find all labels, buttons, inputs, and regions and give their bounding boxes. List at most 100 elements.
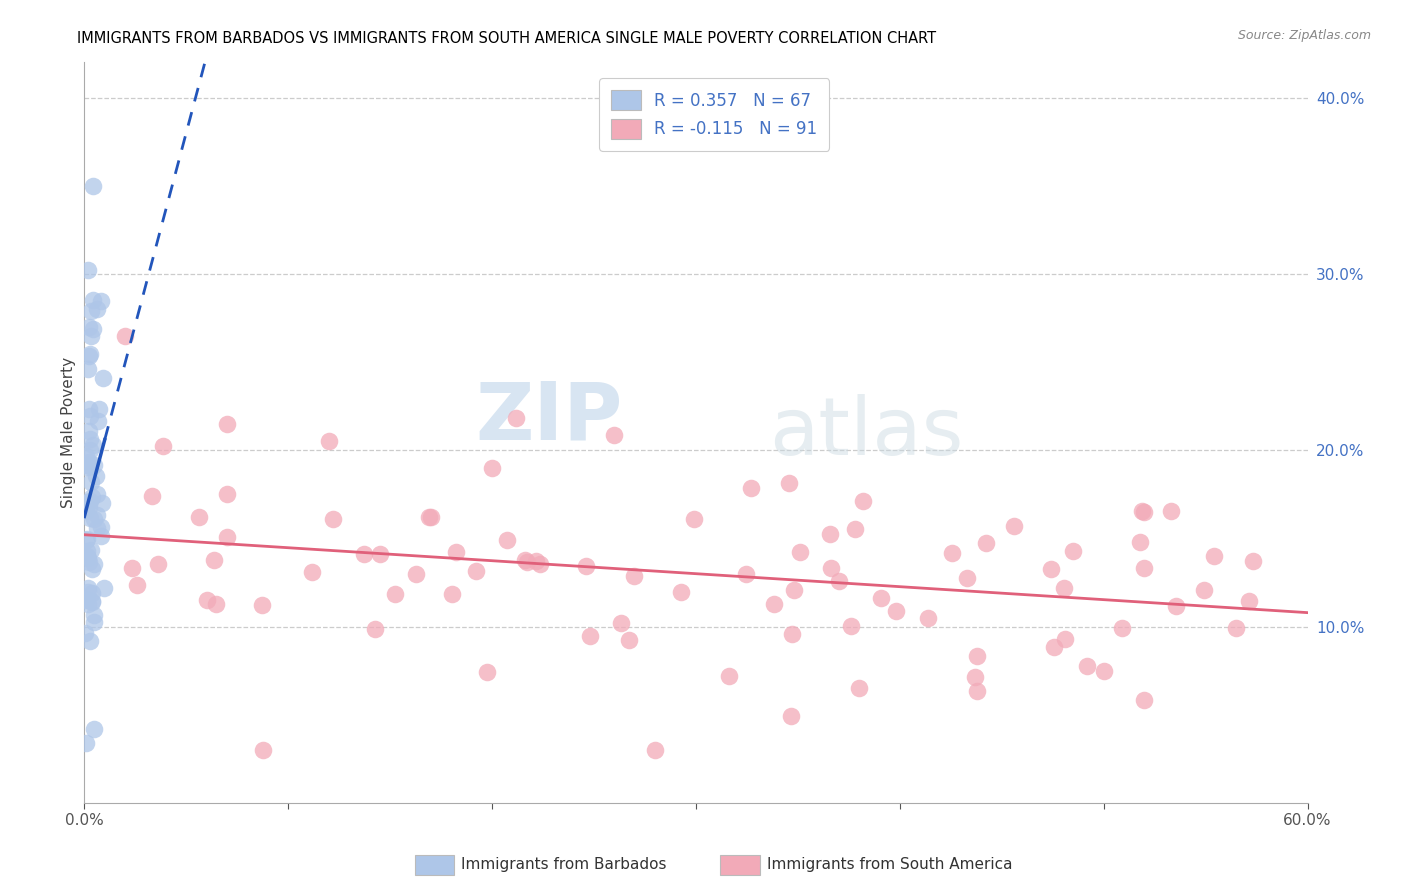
Legend: R = 0.357   N = 67, R = -0.115   N = 91: R = 0.357 N = 67, R = -0.115 N = 91 [599, 78, 830, 151]
Point [610, 615, 633, 630]
Point [505, 410, 527, 425]
Point [884, 605, 907, 619]
Point [1241, 554, 1264, 568]
Point [1225, 621, 1247, 635]
Point [83, 557, 105, 571]
Point [80, 562, 103, 576]
Point [90, 294, 112, 309]
Point [77, 424, 100, 438]
Point [205, 597, 228, 611]
Point [513, 552, 536, 566]
Point [77, 458, 100, 473]
Point [76, 582, 98, 596]
Point [839, 619, 862, 633]
Point [1192, 582, 1215, 597]
Point [79, 432, 101, 446]
Point [1076, 659, 1098, 673]
Point [79, 555, 101, 569]
Point [79, 409, 101, 424]
Point [974, 535, 997, 549]
Point [778, 476, 800, 491]
Text: Immigrants from Barbados: Immigrants from Barbados [461, 856, 666, 871]
Point [956, 571, 979, 585]
Point [75, 504, 97, 518]
Point [717, 669, 740, 683]
Point [77, 550, 100, 565]
Point [82, 178, 104, 193]
Point [1133, 505, 1156, 519]
Point [77, 402, 100, 417]
Point [496, 533, 519, 548]
Point [1130, 503, 1153, 517]
Point [90, 528, 112, 542]
Point [217, 487, 239, 501]
Point [91, 496, 114, 510]
Point [1062, 544, 1084, 558]
Point [852, 493, 875, 508]
Point [828, 574, 851, 589]
Point [90, 520, 112, 534]
Point [79, 634, 101, 648]
Point [780, 708, 803, 723]
Point [82, 438, 104, 452]
Point [79, 493, 101, 508]
Point [818, 527, 841, 541]
Point [75, 449, 97, 463]
Point [79, 347, 101, 361]
Point [762, 598, 785, 612]
Text: atlas: atlas [769, 393, 963, 472]
Point [603, 428, 626, 442]
Point [84, 469, 107, 483]
Point [1164, 599, 1187, 613]
Point [1042, 640, 1064, 654]
Point [575, 559, 598, 574]
Point [419, 510, 441, 524]
Point [735, 566, 758, 581]
Text: IMMIGRANTS FROM BARBADOS VS IMMIGRANTS FROM SOUTH AMERICA SINGLE MALE POVERTY CO: IMMIGRANTS FROM BARBADOS VS IMMIGRANTS F… [77, 31, 936, 46]
Point [623, 569, 645, 583]
FancyBboxPatch shape [415, 855, 454, 875]
Point [418, 510, 440, 524]
Point [1133, 561, 1156, 575]
Point [146, 558, 169, 572]
Point [75, 592, 97, 607]
Point [195, 592, 218, 607]
Point [77, 263, 100, 277]
Point [89, 402, 111, 417]
Point [91, 371, 114, 385]
Text: Source: ZipAtlas.com: Source: ZipAtlas.com [1237, 29, 1371, 42]
Point [76, 496, 98, 510]
Point [80, 329, 103, 343]
Point [80, 304, 103, 318]
Point [529, 558, 551, 572]
Point [83, 723, 105, 737]
Point [252, 743, 274, 757]
Point [121, 561, 143, 575]
Point [80, 543, 103, 558]
Point [80, 475, 103, 490]
Point [82, 293, 104, 308]
Point [79, 320, 101, 334]
Point [76, 460, 98, 475]
Point [77, 597, 100, 611]
Point [202, 552, 225, 566]
Point [114, 328, 136, 343]
Point [76, 543, 98, 558]
Point [669, 585, 692, 599]
Point [353, 547, 375, 561]
Point [77, 495, 100, 509]
Point [77, 362, 100, 376]
Point [848, 681, 870, 696]
Point [524, 554, 547, 568]
Point [80, 594, 103, 608]
Point [966, 683, 988, 698]
Point [1160, 504, 1182, 518]
Point [318, 434, 340, 449]
Point [82, 595, 104, 609]
Point [83, 608, 105, 623]
Point [1132, 692, 1154, 706]
Point [83, 512, 105, 526]
Point [187, 510, 209, 524]
Point [1129, 535, 1152, 549]
Text: Immigrants from South America: Immigrants from South America [766, 856, 1012, 871]
